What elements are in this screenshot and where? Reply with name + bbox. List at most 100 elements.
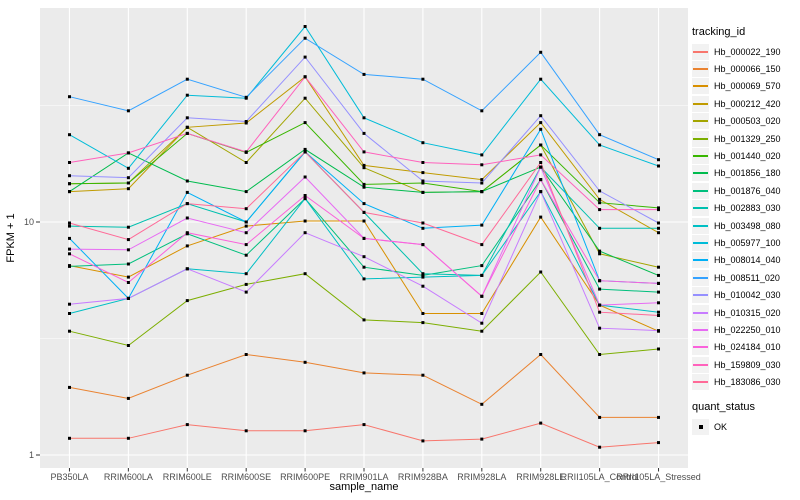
data-point [657,301,660,305]
data-point [126,238,130,242]
data-point [68,161,71,164]
data-point [68,312,71,315]
data-point [244,150,248,154]
data-point [185,93,189,97]
x-tick-label: RRIM600LE [163,472,212,482]
line-swatch-icon [693,172,708,175]
data-point [126,225,130,229]
data-point [657,314,660,317]
line-swatch-icon [693,50,708,53]
line-swatch-icon [693,381,708,384]
x-tick-label: RRII105LA_Control [561,472,639,482]
data-point [657,208,660,212]
data-point [244,272,248,276]
legend-item-label: Hb_001876_040 [714,185,781,196]
data-point [362,166,366,170]
line-swatch-icon [693,276,708,279]
data-point [244,120,248,123]
legend-key [692,374,709,391]
data-point [244,353,248,356]
data-point [362,255,366,259]
data-point [244,207,248,211]
line-swatch-icon [693,68,708,71]
data-point [185,77,189,81]
data-point [244,190,248,194]
legend-key [692,43,709,60]
legend-key [692,252,709,269]
legend-item: Hb_001876_040 [692,182,798,199]
data-point [126,187,130,191]
data-point [480,223,484,227]
y-tick-label: 1 [29,450,34,460]
legend-key [692,339,709,356]
data-point [480,402,484,406]
data-point [185,423,189,427]
data-point [539,165,543,169]
legend-item-label: Hb_001856_180 [714,168,781,179]
legend-item-label: Hb_010315_020 [714,307,781,318]
data-point [657,206,660,210]
legend-item: Hb_000066_150 [692,60,798,78]
data-point [362,277,366,281]
data-point [185,299,189,303]
data-point [126,296,130,300]
data-point [68,182,71,186]
data-point [68,247,71,251]
legend-item: Hb_000069_570 [692,78,798,95]
data-point [657,290,660,294]
data-point [68,385,71,389]
data-point [421,161,425,164]
data-point [244,243,248,247]
legend-key [692,217,709,234]
x-tick-label: RRIM600PE [280,472,330,482]
data-point [539,161,543,164]
data-point [185,231,189,235]
data-point [598,310,602,314]
data-point [362,219,366,223]
line-swatch-icon [693,85,708,88]
data-point [598,279,602,283]
data-point [126,436,130,440]
legend-key [692,234,709,251]
x-axis-title: sample_name [329,481,399,493]
data-point [480,163,484,167]
line-swatch-icon [693,207,708,210]
legend-key [692,200,709,217]
legend-item: Hb_001440_020 [692,147,798,165]
data-point [480,312,484,315]
legend-item-label: Hb_000069_570 [714,81,781,92]
data-point [421,179,425,183]
data-point [539,143,543,147]
x-tick-label: RRIM901LA [339,472,388,482]
data-point [421,272,425,276]
legend-key [692,148,709,165]
data-point [421,141,425,145]
data-point [421,312,425,315]
legend-key [692,418,709,435]
data-point [657,231,660,235]
data-point [657,226,660,230]
y-axis-title: FPKM + 1 [5,213,17,263]
data-point [539,114,543,118]
line-swatch-icon [693,224,708,227]
data-point [303,429,307,433]
square-point-icon [698,424,703,429]
legend-key [692,321,709,338]
data-point [68,95,71,99]
quant-legend-items: OK [692,418,798,435]
data-point [185,202,189,206]
data-point [657,441,660,445]
legend-item-label: Hb_022250_010 [714,324,781,335]
data-point [598,208,602,212]
legend-key [692,182,709,199]
data-point [421,275,425,279]
data-point [303,25,307,28]
data-point [362,265,366,269]
data-point [598,353,602,356]
data-point [539,215,543,219]
data-point [362,182,366,186]
data-point [598,249,602,253]
data-point [185,373,189,377]
y-tick-label: 10 [24,217,34,227]
